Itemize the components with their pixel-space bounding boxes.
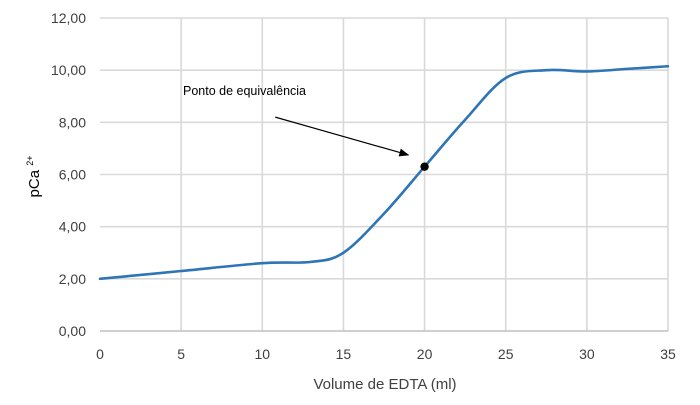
annotation-label: Ponto de equivalência [183, 84, 306, 98]
x-tick-label: 35 [660, 346, 676, 362]
axis-layer: 0,00 2,00 4,00 6,00 8,00 10,00 12,00 0 5 10 15 20 25… [51, 10, 676, 362]
equivalence-point-marker [420, 162, 429, 171]
y-tick-label: 12,00 [51, 10, 86, 26]
x-axis-title: Volume de EDTA (ml) [313, 376, 456, 393]
y-axis-title: pCa 2+ [25, 156, 43, 198]
y-tick-label: 4,00 [59, 219, 86, 235]
x-tick-label: 0 [96, 346, 104, 362]
y-axis-title-superscript: 2+ [25, 156, 35, 166]
series-line [98, 64, 670, 281]
x-tick-label: 15 [336, 346, 352, 362]
y-axis-title-base: pCa [26, 169, 43, 197]
x-tick-label: 25 [498, 346, 514, 362]
y-tick-label: 6,00 [59, 167, 86, 183]
x-tick-label: 30 [579, 346, 595, 362]
x-tick-label: 10 [254, 346, 270, 362]
x-tick-label: 20 [417, 346, 433, 362]
y-tick-label: 0,00 [59, 323, 86, 339]
grid-layer [100, 17, 669, 331]
y-tick-label: 10,00 [51, 62, 86, 78]
annotation-arrow [275, 116, 410, 157]
x-tick-label: 5 [177, 346, 185, 362]
annotation-layer: Ponto de equivalência [183, 84, 429, 171]
series-layer [98, 64, 670, 281]
y-tick-label: 8,00 [59, 114, 86, 130]
y-tick-label: 2,00 [59, 271, 86, 287]
